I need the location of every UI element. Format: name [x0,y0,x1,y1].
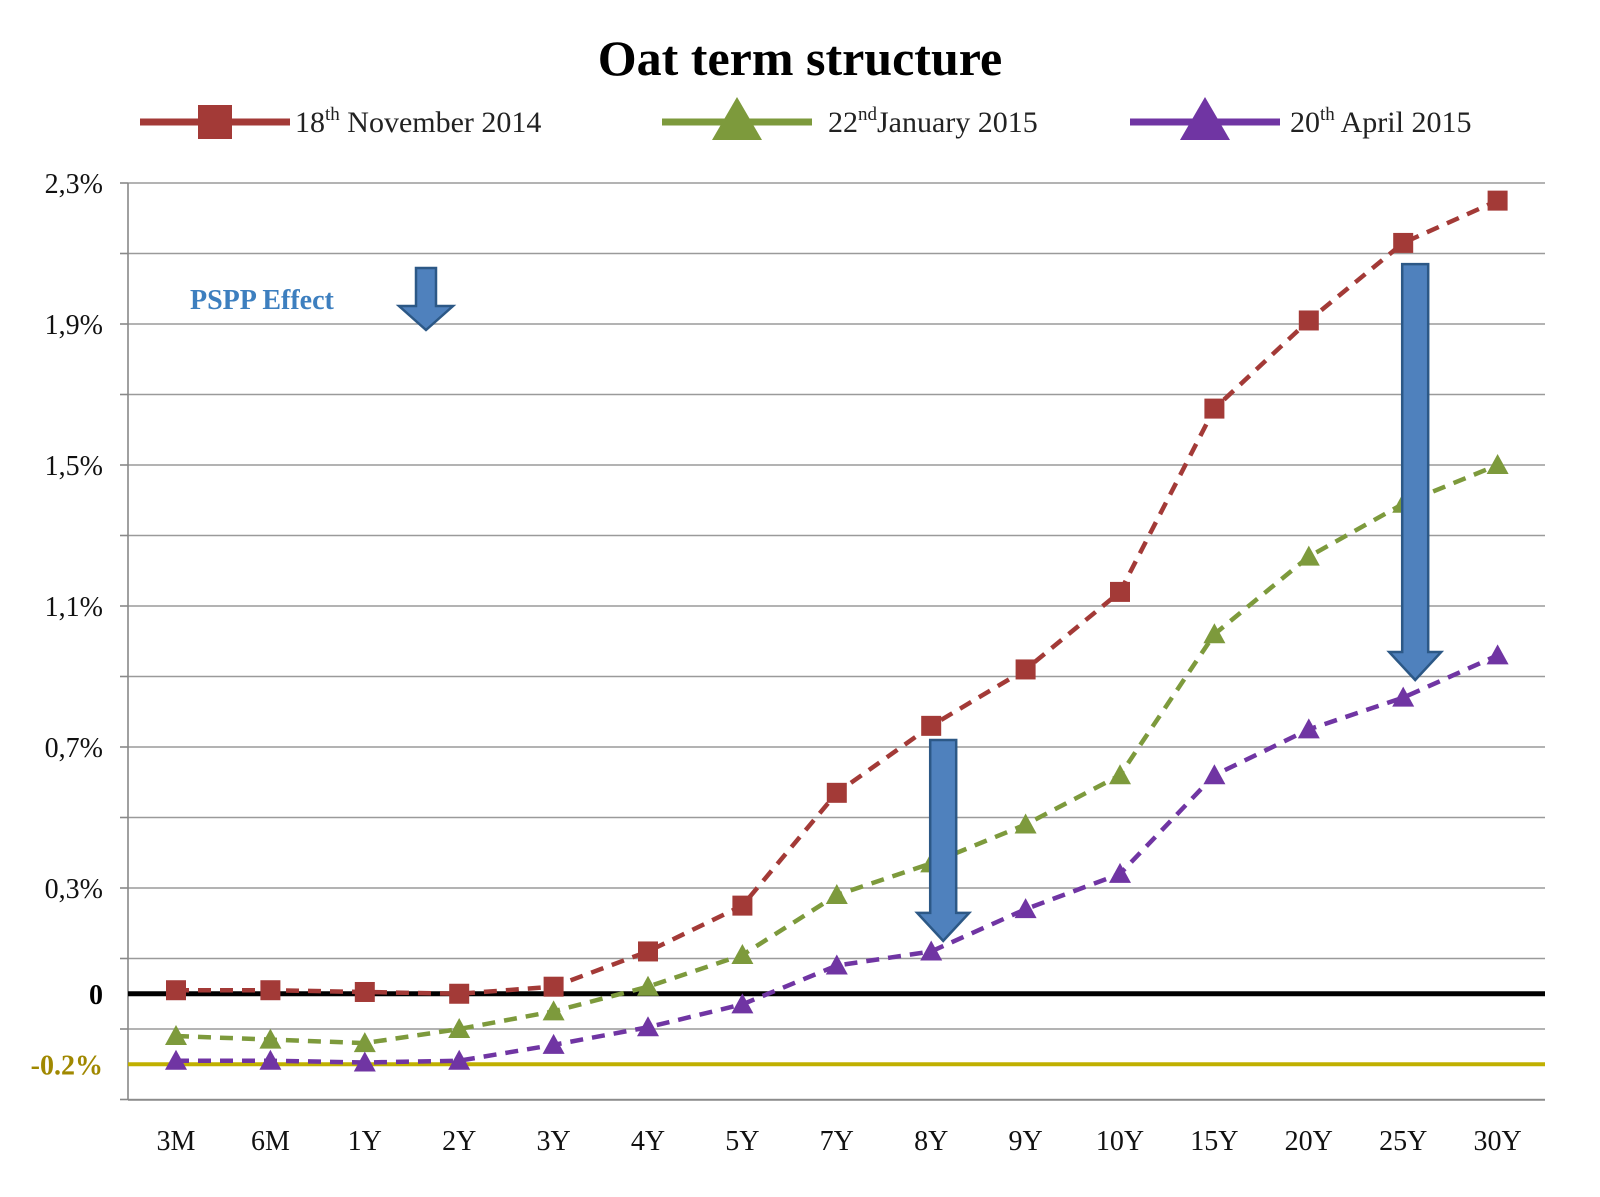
data-point [1486,454,1509,474]
data-point [259,1049,282,1070]
data-point [354,981,375,1002]
chart-title: Oat term structure [598,30,1002,86]
legend: 18th November 2014 22ndJanuary 2015 20th A… [140,97,1471,140]
data-point [638,941,658,962]
legend-label: 22ndJanuary 2015 [828,104,1038,139]
legend-item-1: 18th November 2014 [140,104,541,139]
y-tick-label: 0,3% [45,874,103,905]
series-layer [165,190,1509,1072]
x-tick-label: 20Y [1285,1126,1333,1157]
y-tick-label: 0 [89,980,103,1011]
y-axis-ticks: 2,3% 1,9% 1,5% 1,1% 0,7% 0,3% 0 -0.2% [31,169,103,1081]
y-tick-label: 1,9% [45,310,103,341]
data-point [1203,764,1226,785]
y-tick-label: 1,5% [45,451,103,482]
data-point [542,1033,565,1054]
data-point [1204,398,1225,419]
pspp-effect-arrow [395,266,457,332]
data-point [731,943,754,964]
data-point [1297,545,1320,566]
data-point [1109,764,1131,785]
y-tick-label: -0.2% [31,1050,103,1081]
data-point [825,884,848,905]
y-tick-label: 2,3% [45,169,103,200]
data-point [353,1032,376,1053]
series-1 [166,190,1508,1004]
data-point [259,1028,282,1049]
x-tick-label: 3Y [536,1126,570,1157]
data-point [166,980,186,1001]
y-tick-label: 0,7% [45,733,103,764]
x-tick-label: 1Y [348,1126,382,1157]
data-point [1014,813,1037,834]
legend-marker [1180,97,1230,140]
arrow-25y [1386,262,1445,682]
x-tick-label: 10Y [1096,1126,1144,1157]
data-point [1392,686,1415,707]
data-point [165,1025,187,1046]
data-point [921,715,942,736]
data-point [1203,623,1226,644]
pspp-effect-label: PSPP Effect [190,285,335,316]
legend-label: 18th November 2014 [295,104,541,139]
arrow-8y [914,738,973,943]
legend-marker [712,97,762,140]
data-point [448,1018,471,1038]
data-point [1015,659,1036,680]
data-point [637,1016,659,1037]
x-tick-label: 9Y [1008,1126,1042,1157]
data-point [826,782,847,803]
data-point [825,954,848,975]
data-point [1487,190,1508,211]
legend-item-2: 22ndJanuary 2015 [662,97,1038,140]
data-point [1486,644,1509,665]
data-point [1109,862,1131,883]
data-point [732,895,753,916]
data-point [637,975,659,996]
data-point [448,1049,471,1070]
legend-item-3: 20th April 2015 [1130,97,1471,140]
series-3 [165,644,1509,1072]
data-point [260,980,281,1001]
x-tick-label: 4Y [631,1126,665,1157]
data-point [1110,581,1130,602]
data-point [165,1049,187,1070]
data-point [1297,718,1320,739]
x-tick-label: 25Y [1379,1126,1427,1157]
x-tick-label: 15Y [1190,1126,1238,1157]
data-point [449,983,470,1004]
series-line [176,653,1499,1065]
x-tick-label: 5Y [725,1126,759,1157]
data-point [543,976,564,997]
data-point [1014,898,1037,919]
data-point [542,1000,565,1021]
legend-label: 20th April 2015 [1290,104,1471,139]
arrow-layer [395,262,1445,943]
y-tick-label: 1,1% [45,592,103,623]
data-point [920,940,943,961]
legend-marker [198,105,232,139]
x-tick-label: 6M [251,1126,290,1157]
data-point [731,993,754,1014]
x-tick-label: 2Y [442,1126,476,1157]
data-point [353,1051,376,1072]
x-tick-label: 8Y [914,1126,948,1157]
x-tick-label: 30Y [1473,1126,1521,1157]
x-tick-label: 3M [157,1126,196,1157]
gridlines [120,182,1545,1101]
x-axis-ticks: 3M 6M 1Y 2Y 3Y 4Y 5Y 7Y 8Y 9Y 10Y 15Y 20Y 25Y 30Y [157,1126,1522,1157]
data-point [1393,232,1414,253]
x-tick-label: 7Y [820,1126,854,1157]
data-point [1298,310,1319,331]
